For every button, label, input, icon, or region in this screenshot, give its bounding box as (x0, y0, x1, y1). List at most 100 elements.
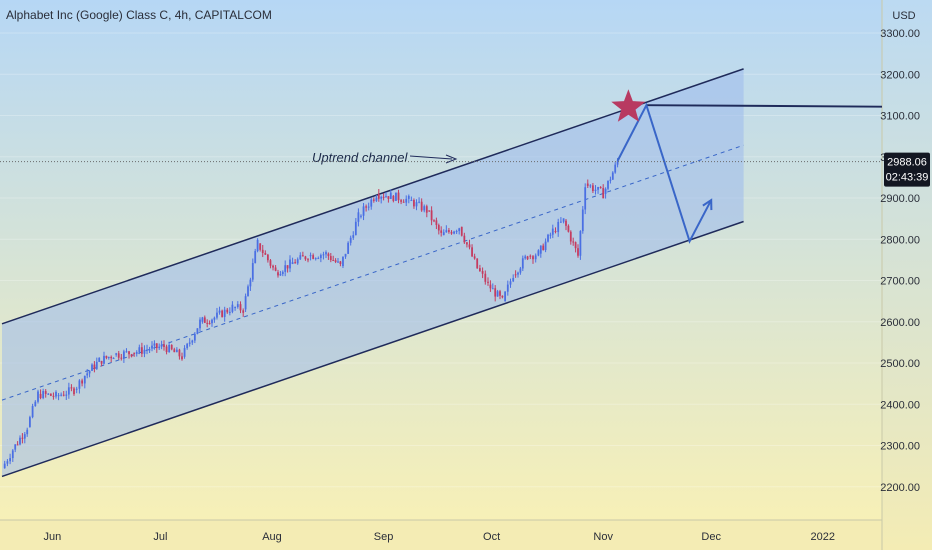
candle-body (86, 373, 89, 376)
candle-body (183, 348, 186, 357)
price-tick-label: 3300.00 (880, 28, 920, 40)
candle-body (517, 272, 519, 275)
candle-body (581, 209, 584, 232)
star-marker (611, 89, 646, 122)
candle-body (584, 187, 587, 210)
candle-body (514, 274, 517, 276)
candle-body (410, 200, 413, 202)
candle-body (385, 196, 387, 198)
candle-body (614, 164, 617, 173)
candles (3, 157, 619, 469)
candle-body (206, 322, 209, 324)
candle-body (544, 241, 547, 251)
candle-body (93, 364, 96, 369)
chart-title: Alphabet Inc (Google) Class C, 4h, CAPIT… (6, 8, 272, 22)
candle-body (572, 241, 575, 243)
candle-body (11, 450, 14, 459)
candle-body (88, 370, 91, 374)
candle-body (453, 231, 455, 234)
candle-body (567, 225, 570, 232)
candle-body (365, 206, 368, 208)
candle-body (151, 345, 153, 349)
candle-body (155, 343, 158, 349)
candle-body (83, 375, 86, 384)
candle-body (60, 394, 63, 396)
candle-body (360, 215, 362, 217)
candle-body (272, 265, 274, 268)
candle-body (52, 395, 55, 397)
candle-body (420, 201, 423, 211)
channel-label-arrowhead (445, 154, 458, 164)
candle-body (560, 221, 562, 223)
candle-body (188, 342, 191, 344)
candle-body (418, 201, 420, 203)
candle-body (165, 346, 168, 353)
candle-body (120, 357, 123, 359)
candle-body (334, 260, 337, 262)
candle-body (6, 461, 9, 464)
candle-body (455, 231, 458, 233)
candle-body (264, 253, 267, 255)
candle-body (254, 251, 257, 264)
price-tick-label: 2900.00 (880, 193, 920, 205)
candle-body (269, 260, 272, 266)
candle-body (148, 349, 151, 351)
candle-body (479, 268, 481, 272)
candle-body (175, 349, 178, 353)
candle-body (473, 256, 476, 259)
candle-body (448, 230, 450, 232)
projection-arrowhead (702, 198, 713, 211)
candle-body (481, 271, 484, 274)
candle-body (135, 352, 138, 354)
candle-body (249, 279, 252, 287)
candle-body (466, 242, 468, 245)
candle-body (67, 387, 70, 395)
candle-body (494, 288, 497, 297)
candle-body (501, 295, 504, 298)
candle-body (95, 361, 98, 369)
time-tick-label: Sep (374, 531, 394, 543)
candle-body (279, 274, 282, 276)
candle-body (223, 309, 226, 317)
candle-body (226, 309, 229, 313)
candle-body (537, 250, 540, 256)
candle-body (509, 281, 512, 285)
time-tick-label: 2022 (811, 531, 835, 543)
candle-body (259, 243, 262, 250)
price-tick-label: 3200.00 (880, 69, 920, 81)
candle-body (347, 242, 350, 254)
candle-body (19, 437, 21, 445)
candle-body (3, 463, 6, 469)
candle-body (14, 444, 17, 450)
candle-body (9, 458, 11, 462)
candle-body (574, 242, 577, 249)
candle-body (435, 220, 438, 226)
candle-body (296, 259, 299, 264)
candle-body (471, 247, 473, 257)
candle-body (57, 395, 60, 397)
candle-body (433, 220, 435, 222)
candle-body (354, 221, 357, 236)
candle-body (201, 317, 204, 322)
candle-body (312, 255, 315, 259)
candle-body (47, 393, 50, 395)
candle-body (193, 334, 196, 341)
price-tick-label: 2300.00 (880, 441, 920, 453)
candle-body (440, 230, 443, 233)
candle-body (289, 259, 291, 269)
candle-body (91, 364, 93, 371)
candle-body (236, 304, 239, 308)
candle-body (29, 417, 31, 427)
price-tag-value: 2988.06 (887, 157, 927, 169)
candle-body (609, 179, 612, 181)
candle-body (413, 200, 415, 207)
candle-body (21, 437, 24, 439)
candle-body (319, 255, 322, 259)
resistance-line (646, 104, 883, 108)
candle-body (529, 255, 532, 257)
candle-body (539, 245, 542, 254)
candle-body (372, 199, 375, 201)
candle-body (577, 248, 579, 256)
candle-body (107, 356, 110, 358)
